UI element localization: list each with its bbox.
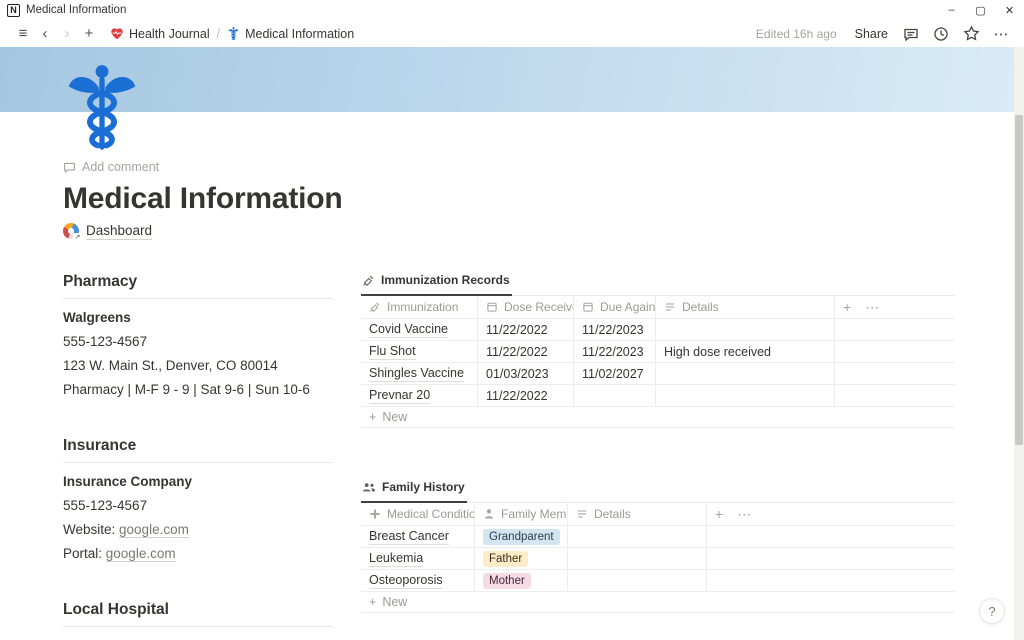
- hospital-heading: Local Hospital: [63, 601, 333, 627]
- window-titlebar: N Medical Information – ▢ ✕: [0, 0, 1024, 20]
- app-toolbar: ≡ ‹ › + Health Journal / Medical Informa…: [0, 20, 1024, 47]
- page-cover[interactable]: [0, 47, 1014, 112]
- comment-bubble-icon: [63, 161, 76, 174]
- dashboard-icon: ↗: [63, 223, 82, 242]
- insurance-website: Website: google.com: [63, 522, 189, 538]
- immunization-header-row: Immunization Dose Received Due Again: [361, 296, 955, 319]
- notion-logo-icon: N: [7, 3, 20, 17]
- update-history-icon[interactable]: [930, 23, 952, 45]
- vertical-scrollbar[interactable]: [1014, 47, 1024, 640]
- insurance-portal: Portal: google.com: [63, 546, 176, 562]
- insurance-heading: Insurance: [63, 437, 333, 463]
- pharmacy-phone: 555-123-4567: [63, 334, 148, 349]
- page-content: Add comment Medical Information ↗ Dashbo…: [0, 47, 1024, 640]
- table-options-icon[interactable]: ⋯: [737, 505, 752, 522]
- syringe-icon: [362, 274, 375, 287]
- calendar-icon: [582, 301, 594, 313]
- person-icon: [483, 508, 495, 520]
- pharmacy-section: Pharmacy Walgreens 555-123-4567 123 W. M…: [63, 273, 333, 397]
- favorite-star-icon[interactable]: [960, 23, 982, 45]
- column-header-family-member[interactable]: Family Member: [475, 503, 568, 525]
- table-row[interactable]: Breast Cancer Grandparent: [361, 526, 955, 548]
- caduceus-icon: [227, 26, 240, 41]
- maximize-button[interactable]: ▢: [975, 4, 986, 17]
- table-row[interactable]: Leukemia Father: [361, 548, 955, 570]
- table-row[interactable]: Prevnar 20 11/22/2022: [361, 385, 955, 407]
- hospital-name: Hospital Name: [63, 636, 333, 640]
- tab-family-history[interactable]: Family History: [361, 480, 467, 503]
- dashboard-link[interactable]: ↗ Dashboard: [63, 221, 153, 242]
- help-button[interactable]: ?: [980, 599, 1004, 623]
- window-title: Medical Information: [26, 4, 127, 16]
- forward-icon[interactable]: ›: [64, 25, 70, 42]
- pharmacy-heading: Pharmacy: [63, 273, 333, 299]
- family-history-table: Family History Medical Condition Family …: [361, 480, 955, 613]
- add-column-icon[interactable]: +: [843, 299, 852, 315]
- family-member-tag[interactable]: Father: [483, 550, 529, 567]
- close-button[interactable]: ✕: [1004, 4, 1015, 17]
- breadcrumb-health-journal[interactable]: Health Journal: [106, 25, 214, 43]
- family-member-tag[interactable]: Grandparent: [483, 528, 560, 545]
- sidebar-toggle-icon[interactable]: ≡: [18, 25, 28, 42]
- pharmacy-hours: Pharmacy | M-F 9 - 9 | Sat 9-6 | Sun 10-…: [63, 382, 310, 397]
- heart-icon: [110, 27, 124, 41]
- tables-column: Immunization Records Immunization Dose R…: [361, 273, 955, 640]
- column-header-medical-condition[interactable]: Medical Condition: [361, 503, 475, 525]
- more-options-icon[interactable]: ⋯: [993, 25, 1009, 43]
- table-row[interactable]: Osteoporosis Mother: [361, 570, 955, 592]
- immunization-tab-bar: Immunization Records: [361, 273, 955, 296]
- hospital-section: Local Hospital Hospital Name 555-123-456…: [63, 601, 333, 640]
- column-header-details[interactable]: Details: [656, 296, 835, 318]
- people-group-icon: [362, 481, 376, 494]
- immunization-table: Immunization Records Immunization Dose R…: [361, 273, 955, 428]
- minimize-button[interactable]: –: [948, 4, 955, 16]
- breadcrumb: Health Journal / Medical Information: [106, 25, 358, 43]
- breadcrumb-medical-information[interactable]: Medical Information: [223, 25, 358, 43]
- family-member-tag[interactable]: Mother: [483, 572, 531, 589]
- pharmacy-address: 123 W. Main St., Denver, CO 80014: [63, 358, 278, 373]
- table-row[interactable]: Flu Shot 11/22/2022 11/22/2023 High dose…: [361, 341, 955, 363]
- page-title: Medical Information: [63, 182, 343, 215]
- column-header-immunization[interactable]: Immunization: [361, 296, 478, 318]
- edited-timestamp: Edited 16h ago: [755, 26, 837, 41]
- insurance-phone: 555-123-4567: [63, 498, 148, 513]
- add-comment-button[interactable]: Add comment: [63, 159, 955, 175]
- portal-link[interactable]: google.com: [105, 546, 176, 562]
- column-header-dose-received[interactable]: Dose Received: [478, 296, 574, 318]
- insurance-name: Insurance Company: [63, 474, 193, 489]
- insurance-section: Insurance Insurance Company 555-123-4567…: [63, 437, 333, 562]
- table-options-icon[interactable]: ⋯: [865, 298, 880, 315]
- medical-cross-icon: [369, 508, 381, 520]
- syringe-icon: [369, 301, 381, 313]
- add-column-icon[interactable]: +: [715, 506, 724, 522]
- info-column: Pharmacy Walgreens 555-123-4567 123 W. M…: [63, 273, 333, 640]
- text-icon: [664, 301, 676, 313]
- plus-icon: +: [369, 595, 377, 609]
- text-icon: [576, 508, 588, 520]
- family-tab-bar: Family History: [361, 480, 955, 503]
- share-button[interactable]: Share: [854, 26, 888, 41]
- new-row-button[interactable]: + New: [361, 592, 955, 613]
- website-link[interactable]: google.com: [119, 522, 189, 538]
- table-row[interactable]: Shingles Vaccine 01/03/2023 11/02/2027: [361, 363, 955, 385]
- caduceus-page-icon[interactable]: [64, 64, 140, 154]
- new-tab-icon[interactable]: +: [84, 25, 94, 42]
- breadcrumb-separator: /: [216, 26, 221, 41]
- calendar-icon: [486, 301, 498, 313]
- column-header-details[interactable]: Details: [568, 503, 707, 525]
- comments-icon[interactable]: [900, 23, 922, 45]
- family-header-row: Medical Condition Family Member Details: [361, 503, 955, 526]
- new-row-button[interactable]: + New: [361, 407, 955, 428]
- column-header-due-again[interactable]: Due Again: [574, 296, 656, 318]
- pharmacy-name: Walgreens: [63, 310, 131, 325]
- plus-icon: +: [369, 410, 377, 424]
- back-icon[interactable]: ‹: [42, 25, 48, 42]
- scrollbar-thumb[interactable]: [1015, 115, 1023, 445]
- tab-immunization-records[interactable]: Immunization Records: [361, 273, 512, 296]
- table-row[interactable]: Covid Vaccine 11/22/2022 11/22/2023: [361, 319, 955, 341]
